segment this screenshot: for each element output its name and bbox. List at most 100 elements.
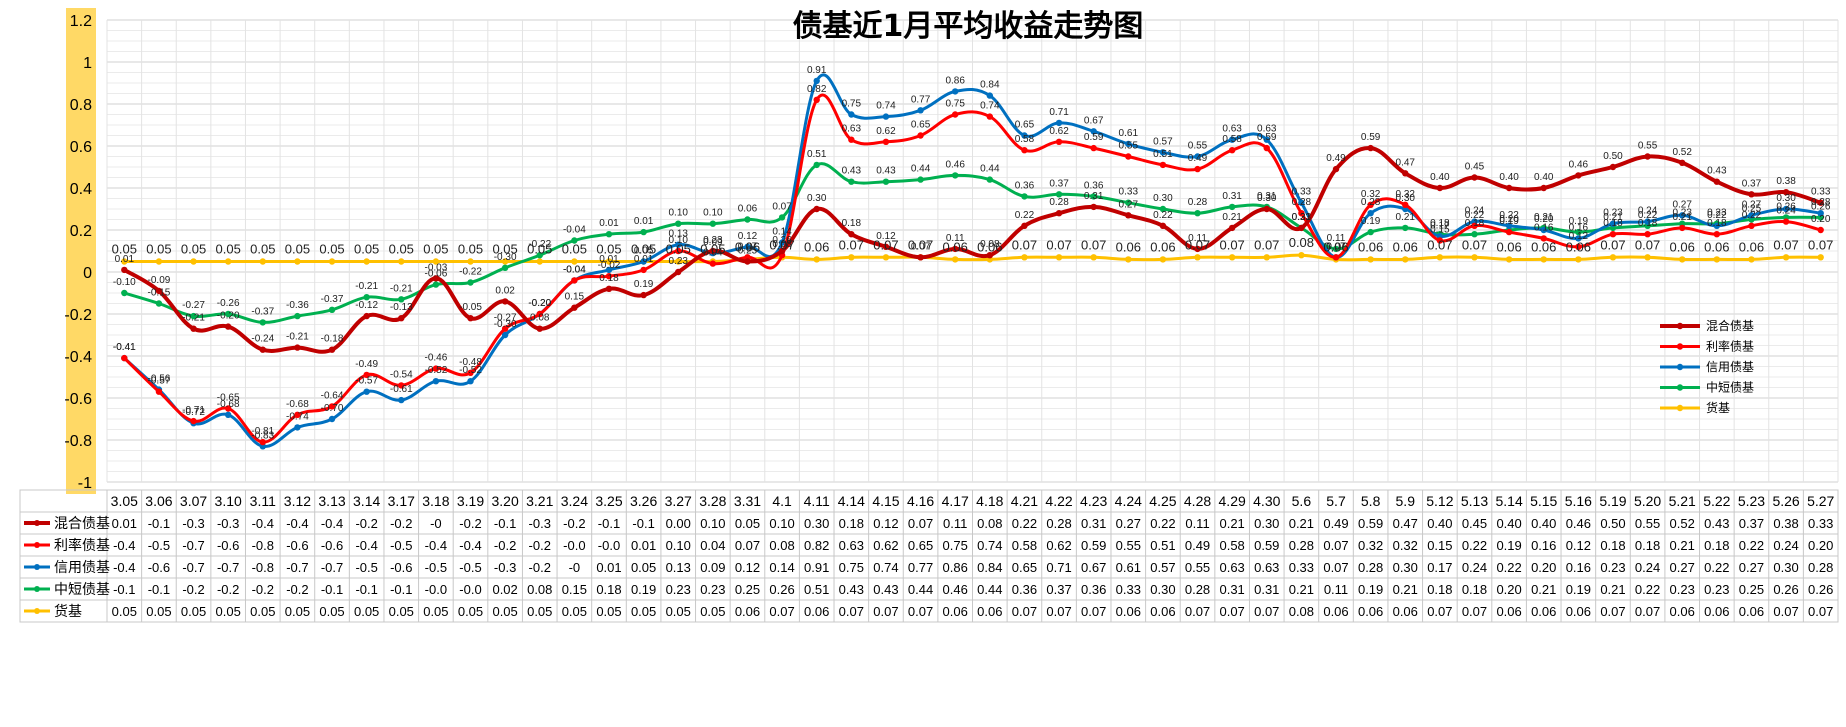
table-cell: 0.61 — [1116, 560, 1141, 575]
table-cell: 0.31 — [1081, 516, 1106, 531]
x-tick-label: 3.25 — [595, 493, 622, 509]
table-series-name: 利率债基 — [54, 537, 110, 553]
data-point — [467, 258, 474, 265]
table-cell: 0.46 — [943, 582, 968, 597]
y-tick-label: -0.2 — [64, 307, 92, 324]
data-point — [1575, 235, 1582, 242]
table-cell: 0.21 — [1600, 582, 1625, 597]
data-point — [1817, 226, 1824, 234]
data-label: 0.26 — [1776, 201, 1796, 212]
data-label: -0.57 — [355, 376, 378, 387]
table-cell: 0.20 — [1808, 538, 1833, 553]
table-cell: 0.01 — [112, 516, 137, 531]
table-cell: 0.31 — [1254, 582, 1279, 597]
table-cell: 0.63 — [1219, 560, 1244, 575]
table-cell: 0.06 — [1150, 604, 1175, 619]
data-label: 0.22 — [1638, 210, 1658, 221]
table-cell: 0.25 — [1739, 582, 1764, 597]
data-label: -0.54 — [390, 369, 413, 380]
table-cell: -0.1 — [390, 582, 412, 597]
table-cell: 0.05 — [216, 604, 241, 619]
data-label: 0.65 — [911, 120, 931, 131]
table-series-name: 混合债基 — [54, 515, 110, 531]
data-label: 0.01 — [599, 254, 619, 265]
table-cell: 0.55 — [1116, 538, 1141, 553]
data-label: 0.63 — [1257, 124, 1277, 135]
data-label: 0.19 — [1499, 216, 1519, 227]
data-label: 0.22 — [1153, 210, 1173, 221]
data-point — [1055, 138, 1063, 145]
data-point — [398, 315, 405, 322]
table-cell: -0.5 — [459, 560, 481, 575]
table-cell: -0.4 — [459, 538, 481, 553]
x-tick-label: 3.26 — [630, 493, 657, 509]
data-point — [744, 258, 751, 265]
data-point — [882, 113, 890, 120]
table-cell: -0.4 — [355, 538, 377, 553]
table-cell: 0.22 — [1012, 516, 1037, 531]
data-label: 0.49 — [1326, 153, 1346, 164]
data-point — [1644, 218, 1651, 225]
data-point — [501, 325, 509, 332]
data-label: 0.62 — [1049, 126, 1069, 137]
table-cell: 0.12 — [1566, 538, 1591, 553]
table-cell: 0.51 — [804, 582, 829, 597]
table-cell: 0.21 — [1670, 538, 1695, 553]
data-point — [778, 239, 786, 246]
data-label: 0.07 — [1326, 241, 1346, 252]
data-label: -0.65 — [217, 393, 240, 404]
data-point — [1021, 132, 1028, 139]
data-point — [571, 258, 578, 265]
data-label: 0.05 — [216, 242, 241, 257]
data-label: 0.01 — [634, 254, 654, 265]
data-label: 0.23 — [703, 235, 723, 246]
data-label: -0.21 — [286, 332, 309, 343]
table-cell: 0.07 — [908, 516, 933, 531]
table-cell: 0.23 — [700, 582, 725, 597]
data-point — [1159, 205, 1167, 213]
data-point — [709, 247, 717, 255]
data-label: 0.37 — [1742, 178, 1762, 189]
data-point — [1817, 199, 1824, 206]
table-cell: 0.05 — [700, 604, 725, 619]
x-tick-label: 5.12 — [1426, 493, 1453, 509]
data-label: 0.30 — [1396, 193, 1416, 204]
data-label: 0.17 — [1430, 220, 1450, 231]
table-cell: 0.45 — [1462, 516, 1487, 531]
table-cell: 0.08 — [769, 538, 794, 553]
data-label: 0.16 — [1569, 222, 1589, 233]
data-label: 0.18 — [1603, 218, 1623, 229]
data-label: 0.07 — [911, 241, 931, 252]
data-point — [259, 438, 266, 446]
data-point — [1298, 210, 1305, 217]
data-label: 0.40 — [1534, 172, 1554, 183]
y-axis: 1.2 1 0.8 0.6 0.4 0.2 0 -0.2 -0.4 -0.6 -0.8 -1 — [64, 8, 96, 494]
data-label: 0.24 — [1776, 206, 1796, 217]
table-series-name: 货基 — [54, 603, 82, 619]
data-point — [1159, 222, 1167, 229]
data-point — [1367, 256, 1374, 263]
table-cell: 0.30 — [804, 516, 829, 531]
data-point — [467, 315, 474, 322]
table-cell: -0.2 — [494, 538, 516, 553]
table-cell: 0.22 — [1462, 538, 1487, 553]
data-label: 0.07 — [1808, 237, 1833, 252]
data-point — [224, 411, 232, 418]
data-point — [986, 92, 994, 99]
table-cell: -0.2 — [217, 582, 239, 597]
data-label: 0.06 — [735, 239, 760, 254]
data-point — [848, 111, 855, 118]
data-point — [259, 258, 266, 265]
x-tick-label: 4.28 — [1184, 493, 1211, 509]
data-point — [398, 296, 405, 303]
data-point — [1748, 256, 1755, 263]
data-point — [1263, 205, 1270, 213]
data-point — [1298, 252, 1305, 259]
data-label: 0.16 — [1534, 222, 1554, 233]
table-cell: 0.15 — [562, 582, 587, 597]
x-tick-label: 4.30 — [1253, 493, 1280, 509]
data-label: -0.27 — [494, 313, 517, 324]
data-label: -0.70 — [321, 403, 344, 414]
data-label: 0.63 — [842, 124, 862, 135]
table-cell: 0.05 — [631, 604, 656, 619]
